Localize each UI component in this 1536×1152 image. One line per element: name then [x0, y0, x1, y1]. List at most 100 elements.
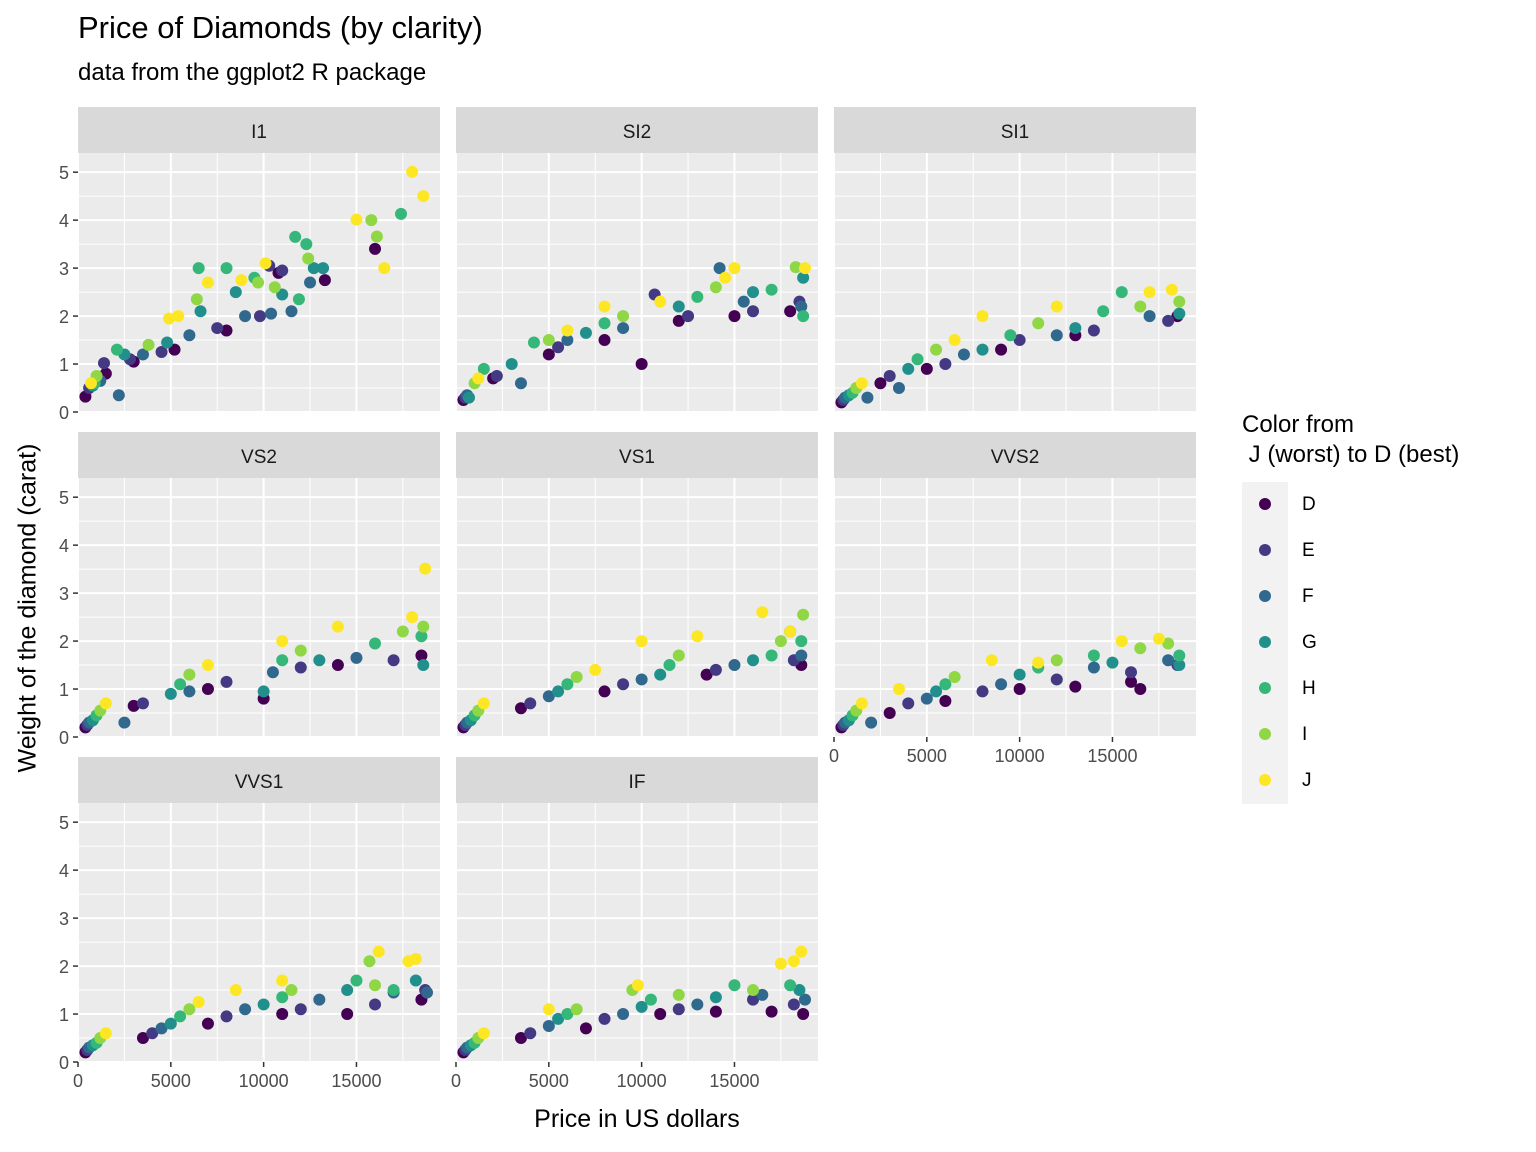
data-point-h [1097, 305, 1110, 318]
y-tick-label: 4 [59, 536, 69, 556]
data-point-j [201, 276, 214, 289]
data-point-j [235, 274, 248, 287]
data-point-i [252, 276, 265, 289]
data-point-f [617, 322, 630, 335]
data-point-j [589, 663, 602, 676]
data-point-d [1134, 683, 1147, 696]
data-point-j [417, 190, 430, 203]
facet-strip [78, 757, 440, 803]
facet-panel-vvs2: VVS2 0 5000 10000 15000 [829, 432, 1196, 766]
facet-panel-vvs1: VVS1 0 1 2 3 4 5 0 5000 10000 15000 [59, 757, 440, 1091]
data-point-f [617, 1008, 630, 1021]
data-point-i [369, 979, 382, 992]
facet-strip-label: VVS1 [235, 772, 284, 793]
data-point-j [1032, 656, 1045, 669]
data-point-i [1173, 295, 1186, 308]
data-point-j [635, 635, 648, 648]
data-point-d [1125, 675, 1138, 688]
data-point-h [644, 993, 657, 1006]
data-point-d [920, 362, 933, 375]
data-point-g [194, 305, 207, 318]
legend-label: I [1302, 724, 1308, 745]
facet-strip-label: IF [629, 772, 646, 793]
data-point-h [691, 290, 704, 303]
data-point-h [598, 317, 611, 330]
data-point-e [490, 370, 503, 383]
data-point-e [787, 998, 800, 1011]
data-point-j [728, 262, 741, 275]
data-point-j [477, 1027, 490, 1040]
data-point-d [201, 683, 214, 696]
facet-strip-label: VVS2 [991, 447, 1040, 468]
data-point-e [220, 675, 233, 688]
data-point-f [691, 998, 704, 1011]
data-point-d [168, 343, 181, 356]
legend-label: E [1302, 540, 1315, 561]
data-point-d [201, 1017, 214, 1030]
data-point-f [713, 262, 726, 275]
data-point-e [902, 697, 915, 710]
legend-label: G [1302, 632, 1317, 653]
y-tick-label: 3 [59, 584, 69, 604]
legend-item-d: D [1242, 482, 1502, 528]
data-point-j [477, 697, 490, 710]
legend-item-f: F [1242, 574, 1502, 620]
data-point-d [765, 1005, 778, 1018]
data-point-j [756, 606, 769, 619]
data-point-i [268, 281, 281, 294]
data-point-d [883, 707, 896, 720]
data-point-j [1143, 286, 1156, 299]
data-point-f [155, 1022, 168, 1035]
data-point-d [598, 334, 611, 347]
data-point-f [995, 678, 1008, 691]
data-point-j [561, 324, 574, 337]
x-tick-label: 0 [451, 1071, 461, 1091]
data-point-i [948, 671, 961, 684]
data-point-i [1162, 637, 1175, 650]
data-point-f [421, 986, 434, 999]
y-tick-label: 5 [59, 163, 69, 183]
data-point-e [747, 993, 760, 1006]
data-point-e [747, 305, 760, 318]
data-point-f [799, 993, 812, 1006]
data-point-e [253, 310, 266, 323]
data-point-e [672, 1003, 685, 1016]
data-point-d [672, 314, 685, 327]
legend-label: J [1302, 770, 1312, 791]
data-point-g [709, 991, 722, 1004]
data-point-j [419, 562, 432, 575]
x-tick-label: 10000 [995, 746, 1045, 766]
data-point-f [1050, 329, 1063, 342]
data-point-d [874, 377, 887, 390]
data-point-d [514, 702, 527, 715]
data-point-d [995, 343, 1008, 356]
data-point-h [663, 659, 676, 672]
data-point-h [289, 230, 302, 243]
data-point-d [341, 1008, 354, 1021]
data-point-g [161, 336, 174, 349]
data-point-e [1087, 324, 1100, 337]
data-point-i [1134, 300, 1147, 313]
facet-strip [834, 107, 1196, 153]
data-point-i [302, 252, 315, 265]
data-point-g [654, 668, 667, 681]
data-point-g [552, 685, 565, 698]
data-point-d [318, 274, 331, 287]
data-point-g [976, 343, 989, 356]
data-point-e [617, 678, 630, 691]
data-point-j [1115, 635, 1128, 648]
data-point-i [1134, 642, 1147, 655]
data-point-e [1013, 334, 1026, 347]
y-tick-label: 0 [59, 728, 69, 748]
data-point-h [728, 979, 741, 992]
data-point-d [797, 1008, 810, 1021]
data-point-j [799, 262, 812, 275]
legend-item-g: G [1242, 620, 1502, 666]
data-point-j [542, 1003, 555, 1016]
facet-panel-si2: SI2 [455, 107, 818, 413]
data-point-e [1162, 314, 1175, 327]
facet-panel-vs1: VS1 [455, 432, 818, 738]
panel-background [834, 478, 1196, 737]
data-point-j [99, 1027, 112, 1040]
